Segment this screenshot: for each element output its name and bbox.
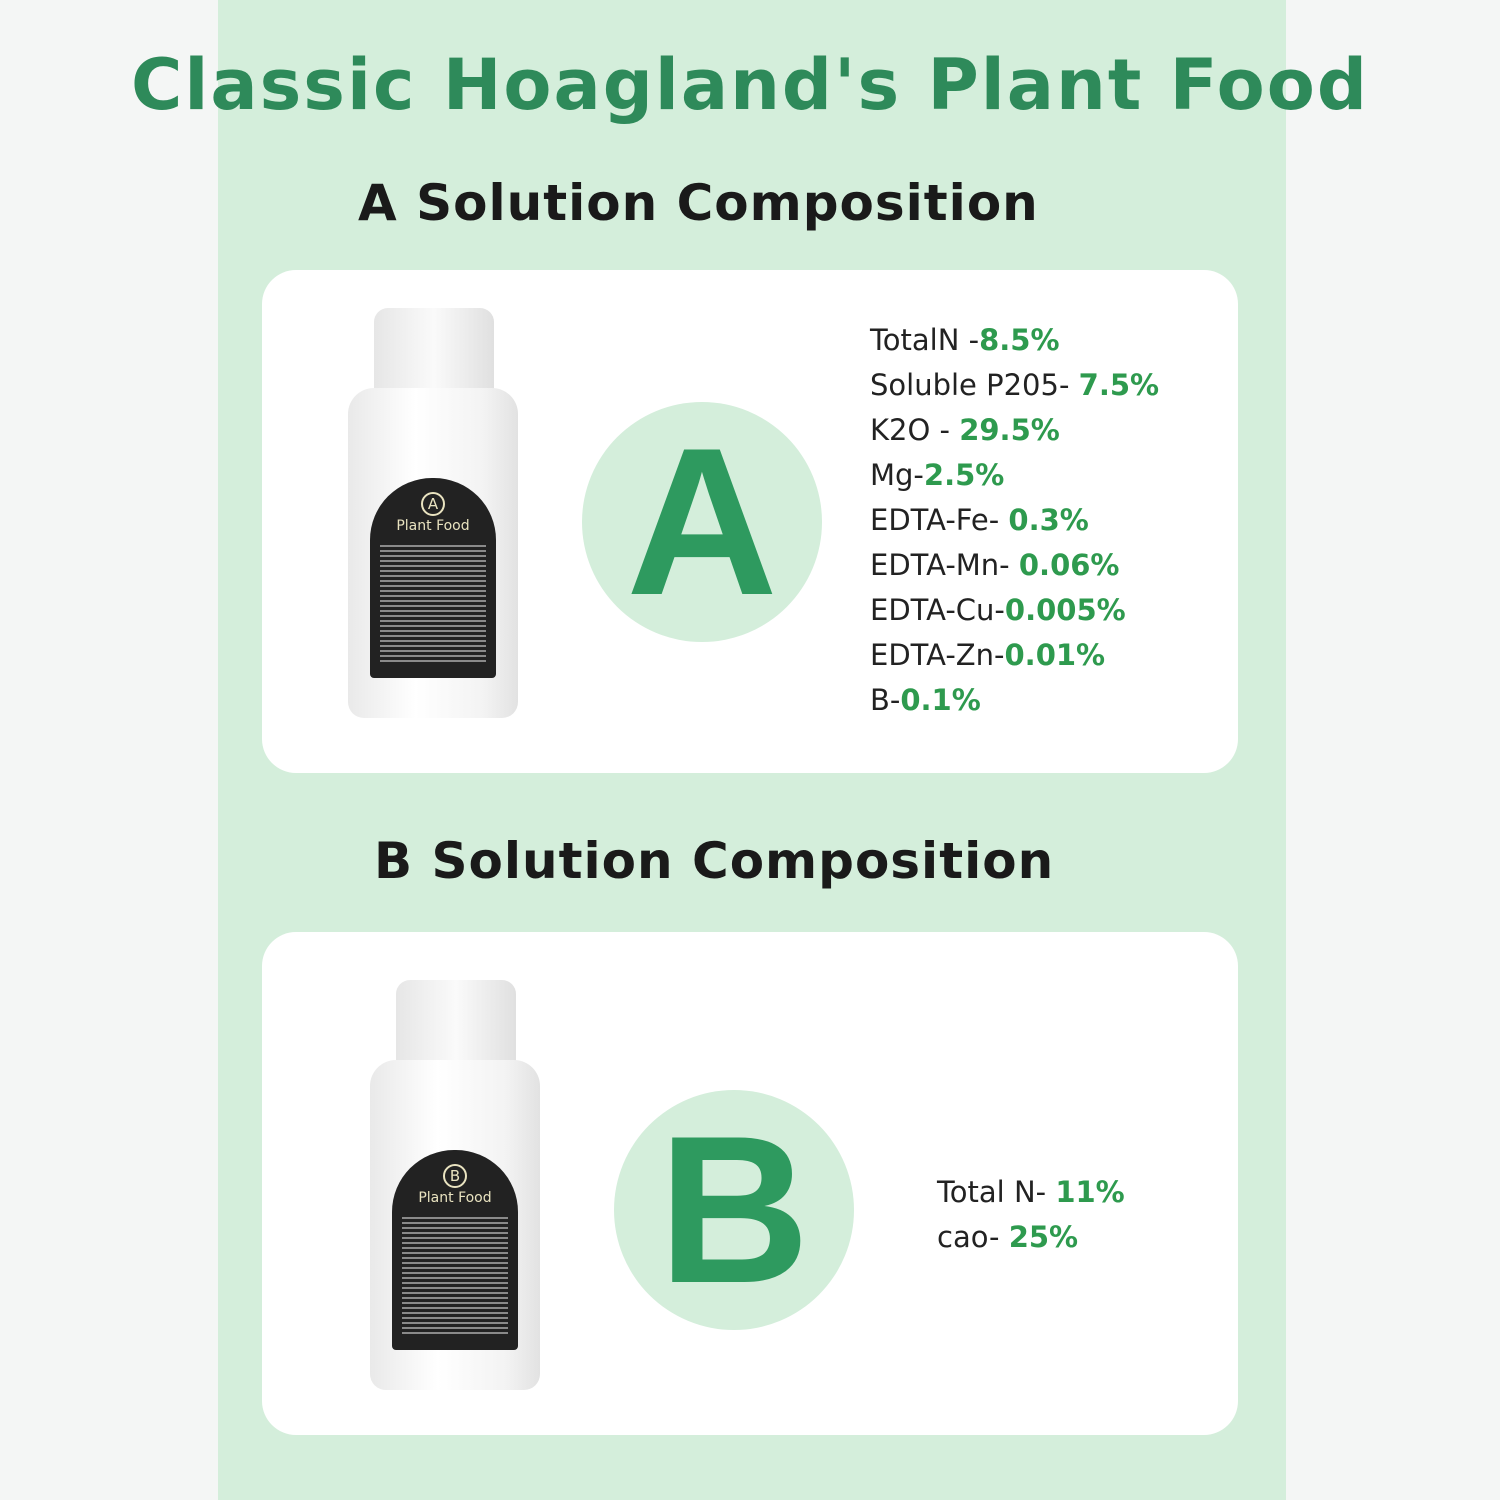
composition-item: Mg-2.5% — [870, 453, 1159, 498]
composition-item: Total N- 11% — [937, 1170, 1125, 1215]
bottle-a-image: A Plant Food — [348, 388, 518, 718]
item-value: 0.005% — [1004, 593, 1126, 627]
composition-item: EDTA-Fe- 0.3% — [870, 498, 1159, 543]
item-value: 11% — [1055, 1175, 1125, 1209]
item-value: 29.5% — [959, 413, 1060, 447]
a-badge: A — [582, 402, 822, 642]
item-name: Total N- — [937, 1175, 1056, 1209]
item-name: EDTA-Zn- — [870, 638, 1005, 672]
composition-item: EDTA-Cu-0.005% — [870, 588, 1159, 633]
item-value: 0.3% — [1008, 503, 1089, 537]
item-name: TotalN - — [870, 323, 980, 357]
composition-item: K2O - 29.5% — [870, 408, 1159, 453]
item-name: B- — [870, 683, 901, 717]
bottle-cap — [396, 980, 516, 1070]
item-name: K2O - — [870, 413, 960, 447]
page-title: Classic Hoagland's Plant Food — [131, 44, 1369, 126]
item-name: Mg- — [870, 458, 924, 492]
item-value: 0.06% — [1018, 548, 1120, 582]
composition-item: Soluble P205- 7.5% — [870, 363, 1159, 408]
bottle-cap — [374, 308, 494, 398]
item-name: cao- — [937, 1220, 1009, 1254]
item-name: EDTA-Mn- — [870, 548, 1019, 582]
bottle-label: A Plant Food — [370, 478, 496, 678]
item-name: Soluble P205- — [870, 368, 1079, 402]
composition-item: EDTA-Zn-0.01% — [870, 633, 1159, 678]
item-value: 2.5% — [923, 458, 1005, 492]
b-card: B Plant Food B Total N- 11% cao- 25% — [262, 932, 1238, 1435]
item-value: 7.5% — [1078, 368, 1160, 402]
item-value: 8.5% — [979, 323, 1060, 357]
composition-item: EDTA-Mn- 0.06% — [870, 543, 1159, 588]
item-name: EDTA-Cu- — [870, 593, 1005, 627]
a-heading: A Solution Composition — [358, 174, 1039, 232]
item-name: EDTA-Fe- — [870, 503, 1009, 537]
item-value: 0.01% — [1004, 638, 1106, 672]
composition-item: cao- 25% — [937, 1215, 1125, 1260]
a-card: A Plant Food A TotalN -8.5% Soluble P205-… — [262, 270, 1238, 773]
composition-item: B-0.1% — [870, 678, 1159, 723]
item-value: 0.1% — [900, 683, 981, 717]
a-composition-list: TotalN -8.5% Soluble P205- 7.5% K2O - 29.5… — [870, 318, 1159, 723]
bottle-b-image: B Plant Food — [370, 1060, 540, 1390]
b-heading: B Solution Composition — [374, 832, 1055, 890]
composition-item: TotalN -8.5% — [870, 318, 1159, 363]
bottle-label: B Plant Food — [392, 1150, 518, 1350]
b-composition-list: Total N- 11% cao- 25% — [937, 1170, 1125, 1260]
b-badge: B — [614, 1090, 854, 1330]
item-value: 25% — [1008, 1220, 1079, 1254]
